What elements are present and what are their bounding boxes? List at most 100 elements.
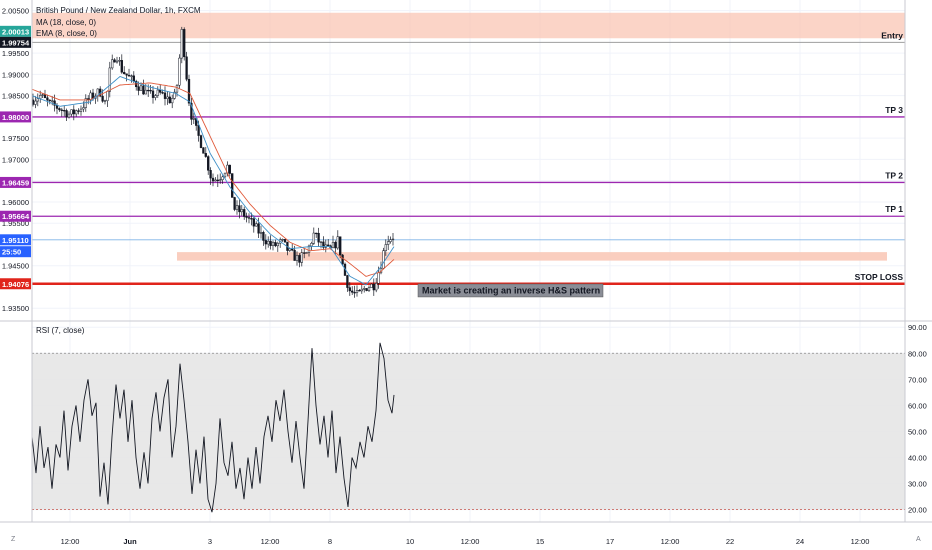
candle-132 xyxy=(348,282,351,296)
candle-body-147 xyxy=(384,244,387,251)
rsi-legend: RSI (7, close) xyxy=(36,326,85,335)
candle-74 xyxy=(209,167,212,185)
candle-19 xyxy=(77,108,80,115)
candle-body-49 xyxy=(149,89,152,92)
candle-body-61 xyxy=(178,57,181,86)
time-tick-3: 12:00 xyxy=(261,537,280,546)
candle-34 xyxy=(113,58,116,63)
price-tick-0: 1.93500 xyxy=(2,304,29,313)
candle-body-109 xyxy=(293,249,296,261)
candle-59 xyxy=(173,88,176,100)
candle-78 xyxy=(219,173,222,184)
candle-70 xyxy=(199,134,203,149)
candle-20 xyxy=(79,105,83,116)
candle-body-136 xyxy=(358,289,361,292)
ema-legend: EMA (8, close, 0) xyxy=(36,29,97,38)
candle-77 xyxy=(216,174,219,187)
candle-body-100 xyxy=(271,242,275,246)
candle-31 xyxy=(106,90,109,107)
candle-body-17 xyxy=(72,109,75,115)
candle-body-42 xyxy=(132,75,135,82)
rsi-band xyxy=(32,353,905,510)
time-tick-9: 12:00 xyxy=(661,537,680,546)
price-tick-3: 1.96000 xyxy=(2,198,29,207)
candle-126 xyxy=(334,240,337,255)
price-axis: 1.935001.945001.955001.960001.965001.970… xyxy=(2,0,927,522)
price-badge-0 xyxy=(0,25,31,37)
rsi-pane xyxy=(0,320,932,513)
candle-100 xyxy=(271,240,275,251)
candle-body-113 xyxy=(303,252,306,254)
candle-body-119 xyxy=(317,232,320,243)
candle-150 xyxy=(391,233,395,246)
candle-49 xyxy=(149,85,152,94)
price-badge-7 xyxy=(0,278,31,290)
candle-15 xyxy=(67,111,71,119)
candle-13 xyxy=(63,105,66,117)
price-badge-label-3: 1.96459 xyxy=(2,178,29,187)
candle-108 xyxy=(291,243,294,252)
candle-body-51 xyxy=(154,95,157,98)
candle-111 xyxy=(298,253,301,268)
candle-body-128 xyxy=(339,236,342,256)
candle-55 xyxy=(163,86,167,106)
price-badge-label-1: 1.99754 xyxy=(2,38,30,47)
candle-body-8 xyxy=(51,100,54,102)
candle-body-138 xyxy=(363,288,366,290)
candle-body-74 xyxy=(209,170,212,179)
price-tick-10: 1.99500 xyxy=(2,49,29,58)
candle-body-143 xyxy=(375,283,378,291)
candle-35 xyxy=(115,56,119,64)
candle-body-34 xyxy=(113,59,116,63)
candle-body-80 xyxy=(223,172,227,178)
candle-71 xyxy=(202,147,205,154)
candle-body-149 xyxy=(389,239,392,242)
time-tick-11: 24 xyxy=(796,537,804,546)
candle-body-122 xyxy=(324,244,327,248)
candle-76 xyxy=(214,177,217,182)
time-tick-12: 12:00 xyxy=(851,537,870,546)
candle-50 xyxy=(151,85,155,104)
candle-body-102 xyxy=(276,242,279,247)
auto-scale-button[interactable]: A xyxy=(916,536,921,543)
highlight-zones xyxy=(32,12,905,261)
candle-84 xyxy=(233,196,236,212)
candle-body-33 xyxy=(111,59,114,69)
zoom-reset-button[interactable]: Z xyxy=(11,536,16,543)
candle-12 xyxy=(60,107,63,117)
candle-147 xyxy=(384,239,387,256)
candle-90 xyxy=(247,213,251,224)
candle-body-144 xyxy=(377,272,380,284)
candle-body-115 xyxy=(307,245,311,253)
candle-36 xyxy=(118,56,121,66)
rsi-tick-5: 70.00 xyxy=(908,375,927,384)
candle-136 xyxy=(358,289,361,292)
candle-body-13 xyxy=(63,110,66,112)
candle-body-99 xyxy=(269,240,272,246)
candle-body-110 xyxy=(295,255,299,261)
candle-102 xyxy=(276,241,279,252)
candle-body-56 xyxy=(166,96,169,99)
candle-114 xyxy=(305,251,308,254)
candle-40 xyxy=(127,68,131,77)
price-badge-label-0: 2.00013 xyxy=(2,27,29,36)
candle-103 xyxy=(279,237,282,248)
price-badge-label-5: 1.95110 xyxy=(2,236,29,245)
annotation-text: Market is creating an inverse H&S patter… xyxy=(422,285,600,295)
candle-body-38 xyxy=(123,72,126,75)
candle-body-148 xyxy=(387,241,390,245)
candle-body-86 xyxy=(238,205,241,213)
candle-body-32 xyxy=(108,67,111,92)
level-label-0: Entry xyxy=(881,30,903,40)
candle-body-117 xyxy=(312,232,315,244)
rsi-tick-2: 40.00 xyxy=(908,453,927,462)
candle-16 xyxy=(70,109,73,117)
time-tick-6: 12:00 xyxy=(461,537,480,546)
rsi-tick-6: 80.00 xyxy=(908,349,927,358)
candle-142 xyxy=(372,278,375,296)
time-tick-8: 17 xyxy=(606,537,614,546)
candle-129 xyxy=(341,254,344,267)
candlestick-series xyxy=(31,26,395,298)
price-levels: Entry TP 3 TP 2 TP 1 STOP LOSS xyxy=(32,30,905,286)
candle-body-131 xyxy=(346,275,349,288)
